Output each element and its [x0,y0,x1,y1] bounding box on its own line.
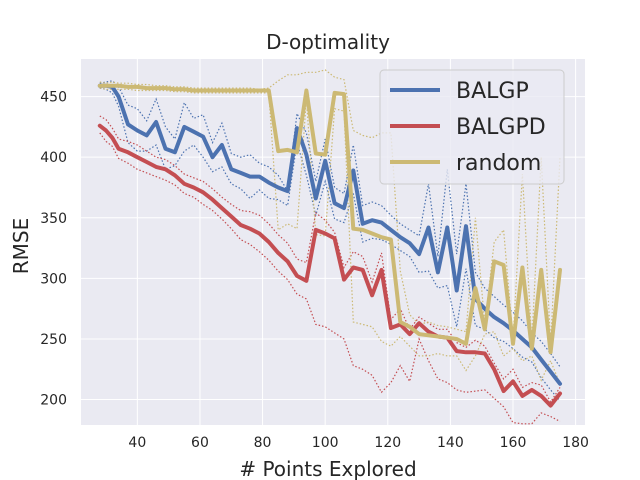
x-tick-label: 40 [128,435,146,451]
x-tick-label: 140 [437,435,464,451]
series-balgp-upper-bound [99,80,561,368]
chart-title: D-optimality [266,30,390,54]
x-axis-label: # Points Explored [239,457,416,480]
y-axis-label: RMSE [9,218,33,274]
series-lines [97,83,562,408]
x-tick-labels: 40 60 80 100 120 140 160 180 [128,435,589,451]
legend: BALGP BALGPD random [379,69,565,185]
series-balgpd-lower-bound [99,132,561,425]
x-tick-label: 180 [562,435,589,451]
y-tick-label: 450 [40,90,67,106]
confidence-bands [99,69,561,425]
x-tick-label: 160 [500,435,527,451]
y-tick-label: 350 [40,211,67,227]
legend-label-balgp: BALGP [456,79,529,104]
x-tick-label: 120 [374,435,401,451]
legend-label-balgpd: BALGPD [456,115,546,140]
series-balgp-lower-bound [99,87,561,402]
x-tick-label: 60 [191,435,209,451]
series-random-upper-bound [99,69,561,344]
legend-box [379,69,565,185]
y-tick-label: 200 [40,393,67,409]
series-random-line [97,83,562,355]
x-tick-label: 100 [312,435,339,451]
y-tick-label: 400 [40,150,67,166]
legend-label-random: random [456,151,541,176]
series-balgp-line [97,83,562,386]
y-tick-label: 250 [40,332,67,348]
series-balgpd-line [97,123,562,408]
x-tick-label: 80 [254,435,272,451]
y-tick-labels: 200 250 300 350 400 450 [40,90,67,409]
y-tick-label: 300 [40,271,67,287]
